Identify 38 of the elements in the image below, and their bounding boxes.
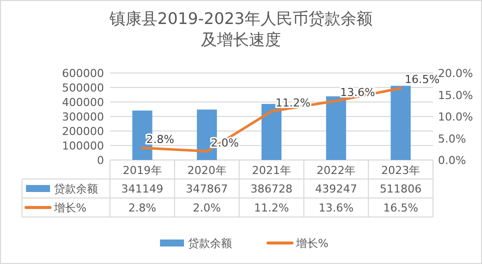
y-tick-label: 600000 xyxy=(62,67,104,80)
x-tick-label: 2019年 xyxy=(122,164,162,177)
data-label: 341149 xyxy=(121,182,164,196)
y-tick-label: 300000 xyxy=(62,110,104,124)
bar xyxy=(326,96,346,160)
text: 贷款余额 xyxy=(188,237,232,250)
legend-label: 贷款余额 xyxy=(54,182,98,196)
text: 增长% xyxy=(296,237,328,250)
data-label: 511806 xyxy=(380,182,422,196)
data-label: 16.5% xyxy=(383,202,418,214)
bar xyxy=(390,86,411,160)
x-tick-label: 2023年 xyxy=(381,164,420,177)
data-label: 386728 xyxy=(250,182,292,196)
data-label: 11.2% xyxy=(254,202,289,214)
data-label: 347867 xyxy=(186,182,228,196)
text: 16.5% xyxy=(404,73,440,86)
x-tick-label: 2022年 xyxy=(316,164,356,177)
y-tick-label: 100000 xyxy=(62,140,104,152)
data-label: 13.6% xyxy=(318,202,354,214)
x-tick-label: 2020年 xyxy=(187,164,226,177)
y2-tick-label: 0.0% xyxy=(438,154,466,167)
chart-title: 镇康县2019-2023年人民币贷款余额及增长速度 xyxy=(108,9,373,49)
y-tick-label: 200000 xyxy=(62,125,104,138)
x-tick-label: 2021年 xyxy=(252,164,291,177)
y2-tick-label: 15.0% xyxy=(438,88,473,102)
y2-tick-label: 10.0% xyxy=(438,110,473,124)
y2-tick-label: 20.0% xyxy=(438,67,473,80)
legend-label: 增长% xyxy=(53,202,86,214)
y-tick-label: 0 xyxy=(97,154,104,167)
line-series xyxy=(141,86,402,153)
text: 13.6% xyxy=(340,86,376,99)
y-tick-label: 400000 xyxy=(62,96,104,109)
y-tick-label: 500000 xyxy=(62,82,104,94)
data-label: 439247 xyxy=(315,182,358,196)
text: 11.2% xyxy=(276,96,310,110)
data-label: 2.0% xyxy=(192,202,221,214)
y2-tick-label: 5.0% xyxy=(438,132,466,146)
data-label: 2.8% xyxy=(128,202,156,214)
